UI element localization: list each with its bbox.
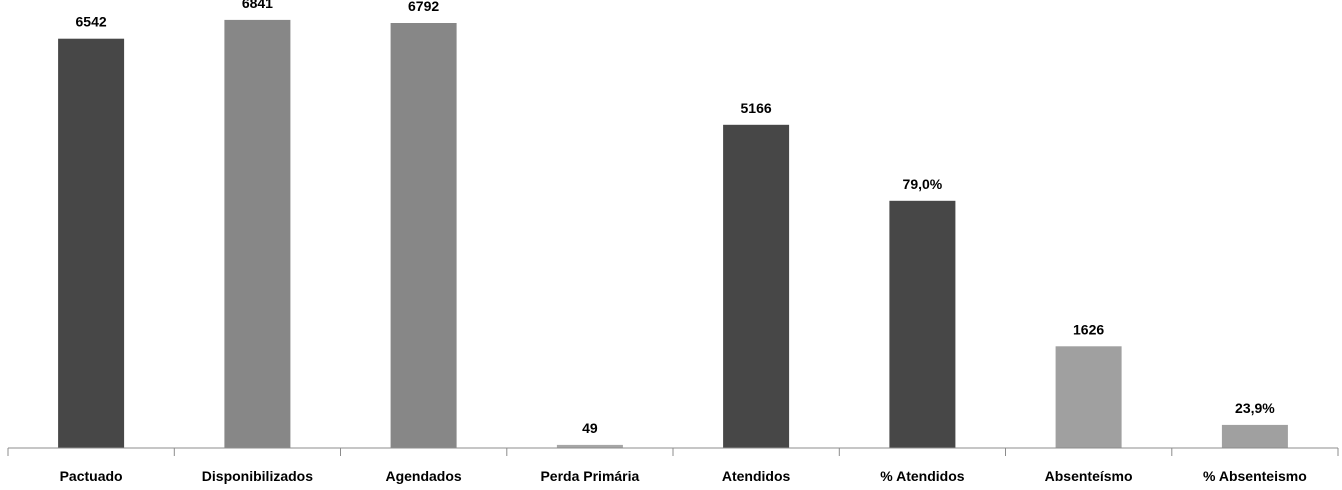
data-label: 23,9%: [1235, 400, 1275, 416]
data-label: 79,0%: [903, 176, 943, 192]
data-label: 1626: [1073, 321, 1104, 337]
category-label: Agendados: [385, 468, 461, 484]
x-axis-ticks: [7, 448, 1339, 456]
data-label: 49: [582, 420, 598, 436]
bar-5: [889, 200, 956, 448]
value-labels-layer: 6542 6841 6792 49 5166 79,0% 1626 23,9%: [76, 0, 1276, 436]
bar-4: [723, 124, 790, 449]
category-label: Atendidos: [722, 468, 791, 484]
category-label: Pactuado: [60, 468, 123, 484]
data-label: 6542: [76, 14, 107, 30]
bar-2: [390, 23, 457, 448]
category-label: Perda Primária: [540, 468, 639, 484]
bar-7: [1221, 424, 1288, 448]
category-label: Disponibilizados: [202, 468, 313, 484]
data-label: 6792: [408, 0, 439, 14]
category-labels-layer: Pactuado Disponibilizados Agendados Perda P…: [60, 468, 1307, 484]
data-label: 5166: [741, 100, 772, 116]
data-label: 6841: [242, 0, 273, 11]
bar-3: [556, 444, 623, 448]
bar-0: [58, 38, 125, 448]
bar-1: [224, 19, 291, 449]
bar-6: [1055, 346, 1122, 448]
bars-layer: [58, 19, 1288, 449]
category-label: % Atendidos: [880, 468, 964, 484]
category-label: Absenteísmo: [1045, 468, 1133, 484]
category-label: % Absenteismo: [1203, 468, 1307, 484]
